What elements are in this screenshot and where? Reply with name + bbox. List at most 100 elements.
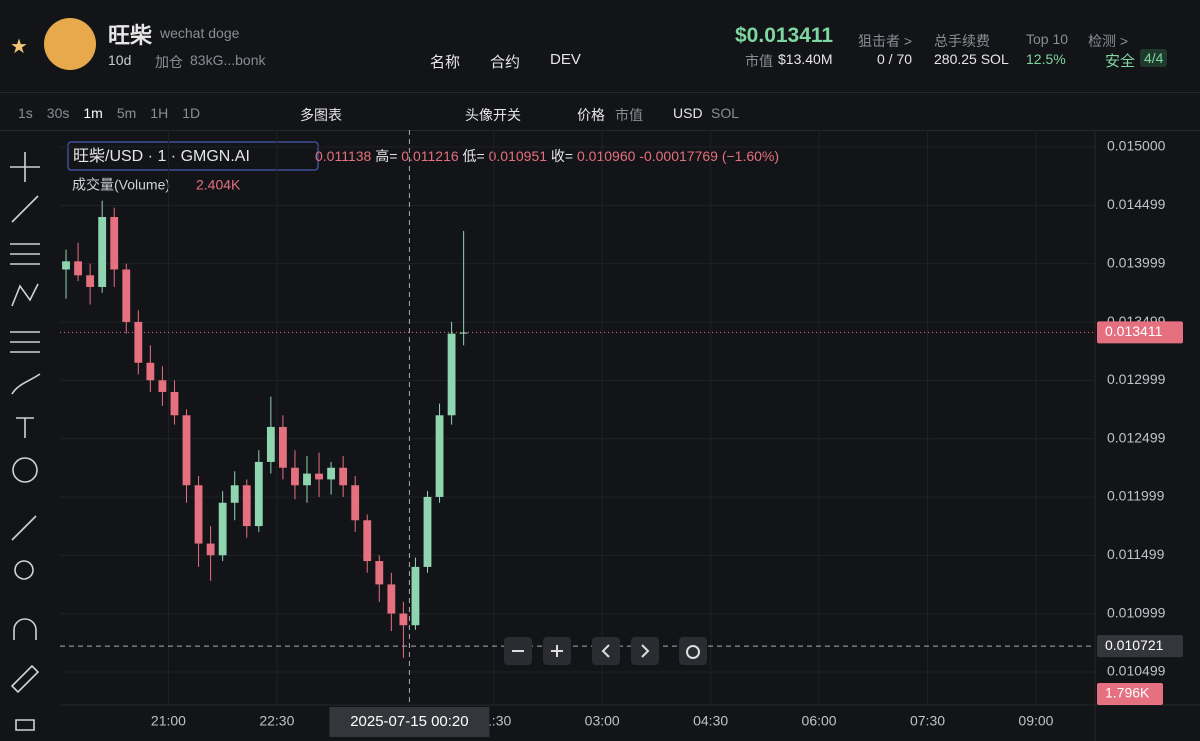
interval[interactable]: 30s: [46, 105, 70, 121]
candle-body: [182, 415, 191, 486]
age: 10d: [108, 52, 132, 68]
candle-body: [447, 333, 456, 416]
candle-body: [363, 520, 372, 562]
ohlc-value: 0.011216: [401, 148, 459, 164]
candle-body: [122, 269, 131, 322]
top10-label: Top 10: [1026, 31, 1069, 47]
market-cap-label: 市值: [745, 53, 773, 69]
interval[interactable]: 1H: [150, 105, 169, 121]
interval[interactable]: 1m: [83, 105, 103, 121]
ohlc-label: 高=: [375, 148, 397, 164]
candle-body: [254, 461, 263, 527]
candle-body: [327, 467, 336, 480]
search-contract[interactable]: 合约: [490, 54, 521, 71]
ohlc-legend: 0.011138 高= 0.011216 低= 0.010951 收= 0.01…: [315, 148, 779, 164]
scroll-right[interactable]: [631, 637, 659, 665]
crosshair-time-badge: [329, 707, 490, 737]
candle-body: [351, 485, 360, 521]
candle-body: [74, 261, 82, 276]
candle-body: [303, 473, 311, 486]
creator[interactable]: 83kG...bonk: [190, 52, 266, 68]
y-tick-label: 0.014499: [1107, 196, 1166, 212]
candle-body: [158, 380, 167, 392]
sol-toggle[interactable]: SOL: [711, 105, 740, 121]
interval[interactable]: 1s: [18, 105, 33, 121]
top10: 12.5%: [1026, 51, 1066, 67]
crosshair-price-label: 0.010721: [1105, 637, 1164, 653]
crosshair-price-badge: [1097, 635, 1183, 658]
fees: 280.25 SOL: [934, 51, 1009, 67]
current-price-badge: [1097, 321, 1183, 344]
price: $0.013411: [735, 24, 834, 47]
y-tick-label: 0.010999: [1107, 604, 1166, 620]
candle-body: [266, 426, 275, 462]
volume-axis-badge: [1097, 683, 1163, 705]
candle-body: [435, 415, 444, 497]
reset[interactable]: [679, 637, 707, 665]
snipers: 0 / 70: [877, 51, 913, 67]
volume-axis-label: 1.796K: [1105, 685, 1150, 701]
y-tick-label: 0.011499: [1107, 546, 1165, 562]
volume-label: 成交量(Volume): [72, 177, 170, 193]
x-tick-label: 07:30: [910, 713, 945, 729]
ohlc-label: 收=: [551, 148, 573, 164]
scroll-left[interactable]: [592, 637, 620, 665]
search-name[interactable]: 名称: [430, 54, 461, 71]
ohlc-change: -0.00017769 (−1.60%): [639, 148, 779, 164]
current-price-label: 0.013411: [1105, 323, 1163, 339]
token-alias: wechat doge: [160, 25, 240, 41]
volume-value: 2.404K: [196, 177, 241, 193]
audit-score: 4/4: [1140, 49, 1168, 67]
divider: [0, 130, 1200, 131]
candle-body: [98, 216, 107, 287]
y-tick-label: 0.011999: [1107, 488, 1165, 504]
multi-chart[interactable]: 多图表: [300, 107, 342, 123]
token-name: 旺柴: [108, 23, 153, 48]
y-tick-label: 0.012499: [1107, 429, 1166, 445]
candle-body: [291, 467, 299, 486]
search-dev[interactable]: DEV: [550, 51, 581, 68]
divider: [0, 92, 1200, 93]
usd-toggle[interactable]: USD: [673, 105, 703, 121]
y-tick-label: 0.012999: [1107, 371, 1166, 387]
candle-body: [315, 473, 323, 480]
symbol: 旺柴/USD · 1 · GMGN.AI: [73, 147, 250, 165]
interval[interactable]: 5m: [116, 105, 137, 121]
interval[interactable]: 1D: [182, 105, 201, 121]
avatar-toggle[interactable]: 头像开关: [465, 107, 521, 123]
candle-body: [230, 485, 239, 503]
y-tick-label: 0.010499: [1107, 663, 1166, 679]
star[interactable]: ★: [10, 36, 28, 58]
candle-body: [242, 485, 251, 527]
candle-body: [339, 467, 348, 486]
candle-body: [218, 502, 227, 556]
candle-body: [459, 332, 468, 334]
candle-body: [399, 613, 408, 626]
symbol-box[interactable]: [67, 141, 319, 171]
x-tick-label: 03:00: [585, 713, 620, 729]
market-cap-toggle[interactable]: 市值: [615, 107, 643, 123]
x-tick-label: 09:00: [1018, 713, 1053, 729]
audit-label[interactable]: 检测 >: [1088, 33, 1129, 49]
candle-body: [206, 543, 215, 556]
snipers-label[interactable]: 狙击者 >: [858, 33, 913, 49]
interval-bar: 1s 30s 1m 5m 1H 1D: [18, 105, 214, 121]
market-cap: $13.40M: [778, 51, 833, 67]
ohlc-label: 低=: [463, 148, 485, 164]
x-tick-label: 21:00: [151, 713, 186, 729]
candle-body: [170, 391, 179, 416]
y-tick-label: 0.015000: [1107, 138, 1166, 154]
add-position[interactable]: 加仓: [155, 54, 183, 70]
x-tick-label: 04:30: [693, 713, 728, 729]
x-tick-label: 22:30: [259, 713, 294, 729]
zoom-controls: [504, 637, 707, 665]
fees-label: 总手续费: [934, 33, 990, 49]
drawing-tools: [10, 152, 41, 731]
price-toggle[interactable]: 价格: [577, 107, 605, 123]
candle-body: [194, 485, 203, 544]
candle-body: [62, 261, 70, 270]
ohlc-value: 0.010960: [577, 148, 636, 164]
ohlc-value: 0.011138: [315, 148, 372, 164]
